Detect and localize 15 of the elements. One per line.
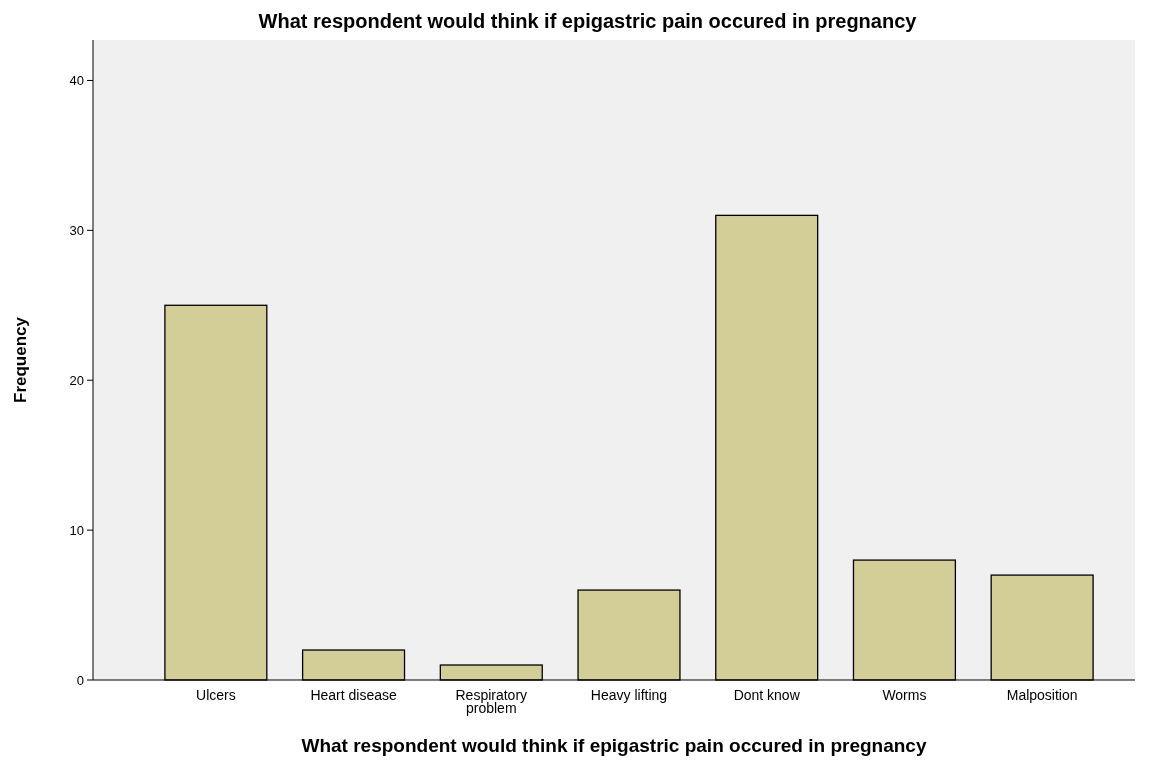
y-tick-label: 0	[76, 672, 84, 688]
x-tick-label: Ulcers	[196, 687, 236, 703]
x-tick-label: Worms	[882, 687, 927, 703]
y-tick-label: 30	[69, 222, 84, 238]
x-tick-label: Heart disease	[310, 687, 397, 703]
chart-title: What respondent would think if epigastric pain occured in pregnancy	[258, 10, 918, 32]
y-tick-label: 10	[69, 522, 84, 538]
x-tick-label: Respiratory problem	[455, 687, 528, 716]
y-tick-label: 20	[69, 372, 84, 388]
y-axis-title: Frequency	[11, 316, 30, 403]
x-tick-label: Dont know	[733, 687, 801, 703]
x-axis-title: What respondent would think if epigastric pain occured in pregnancy	[301, 735, 927, 756]
x-tick-label: Malposition	[1006, 687, 1078, 703]
x-tick-label: Heavy lifting	[590, 687, 668, 703]
y-tick-label: 40	[69, 73, 84, 89]
